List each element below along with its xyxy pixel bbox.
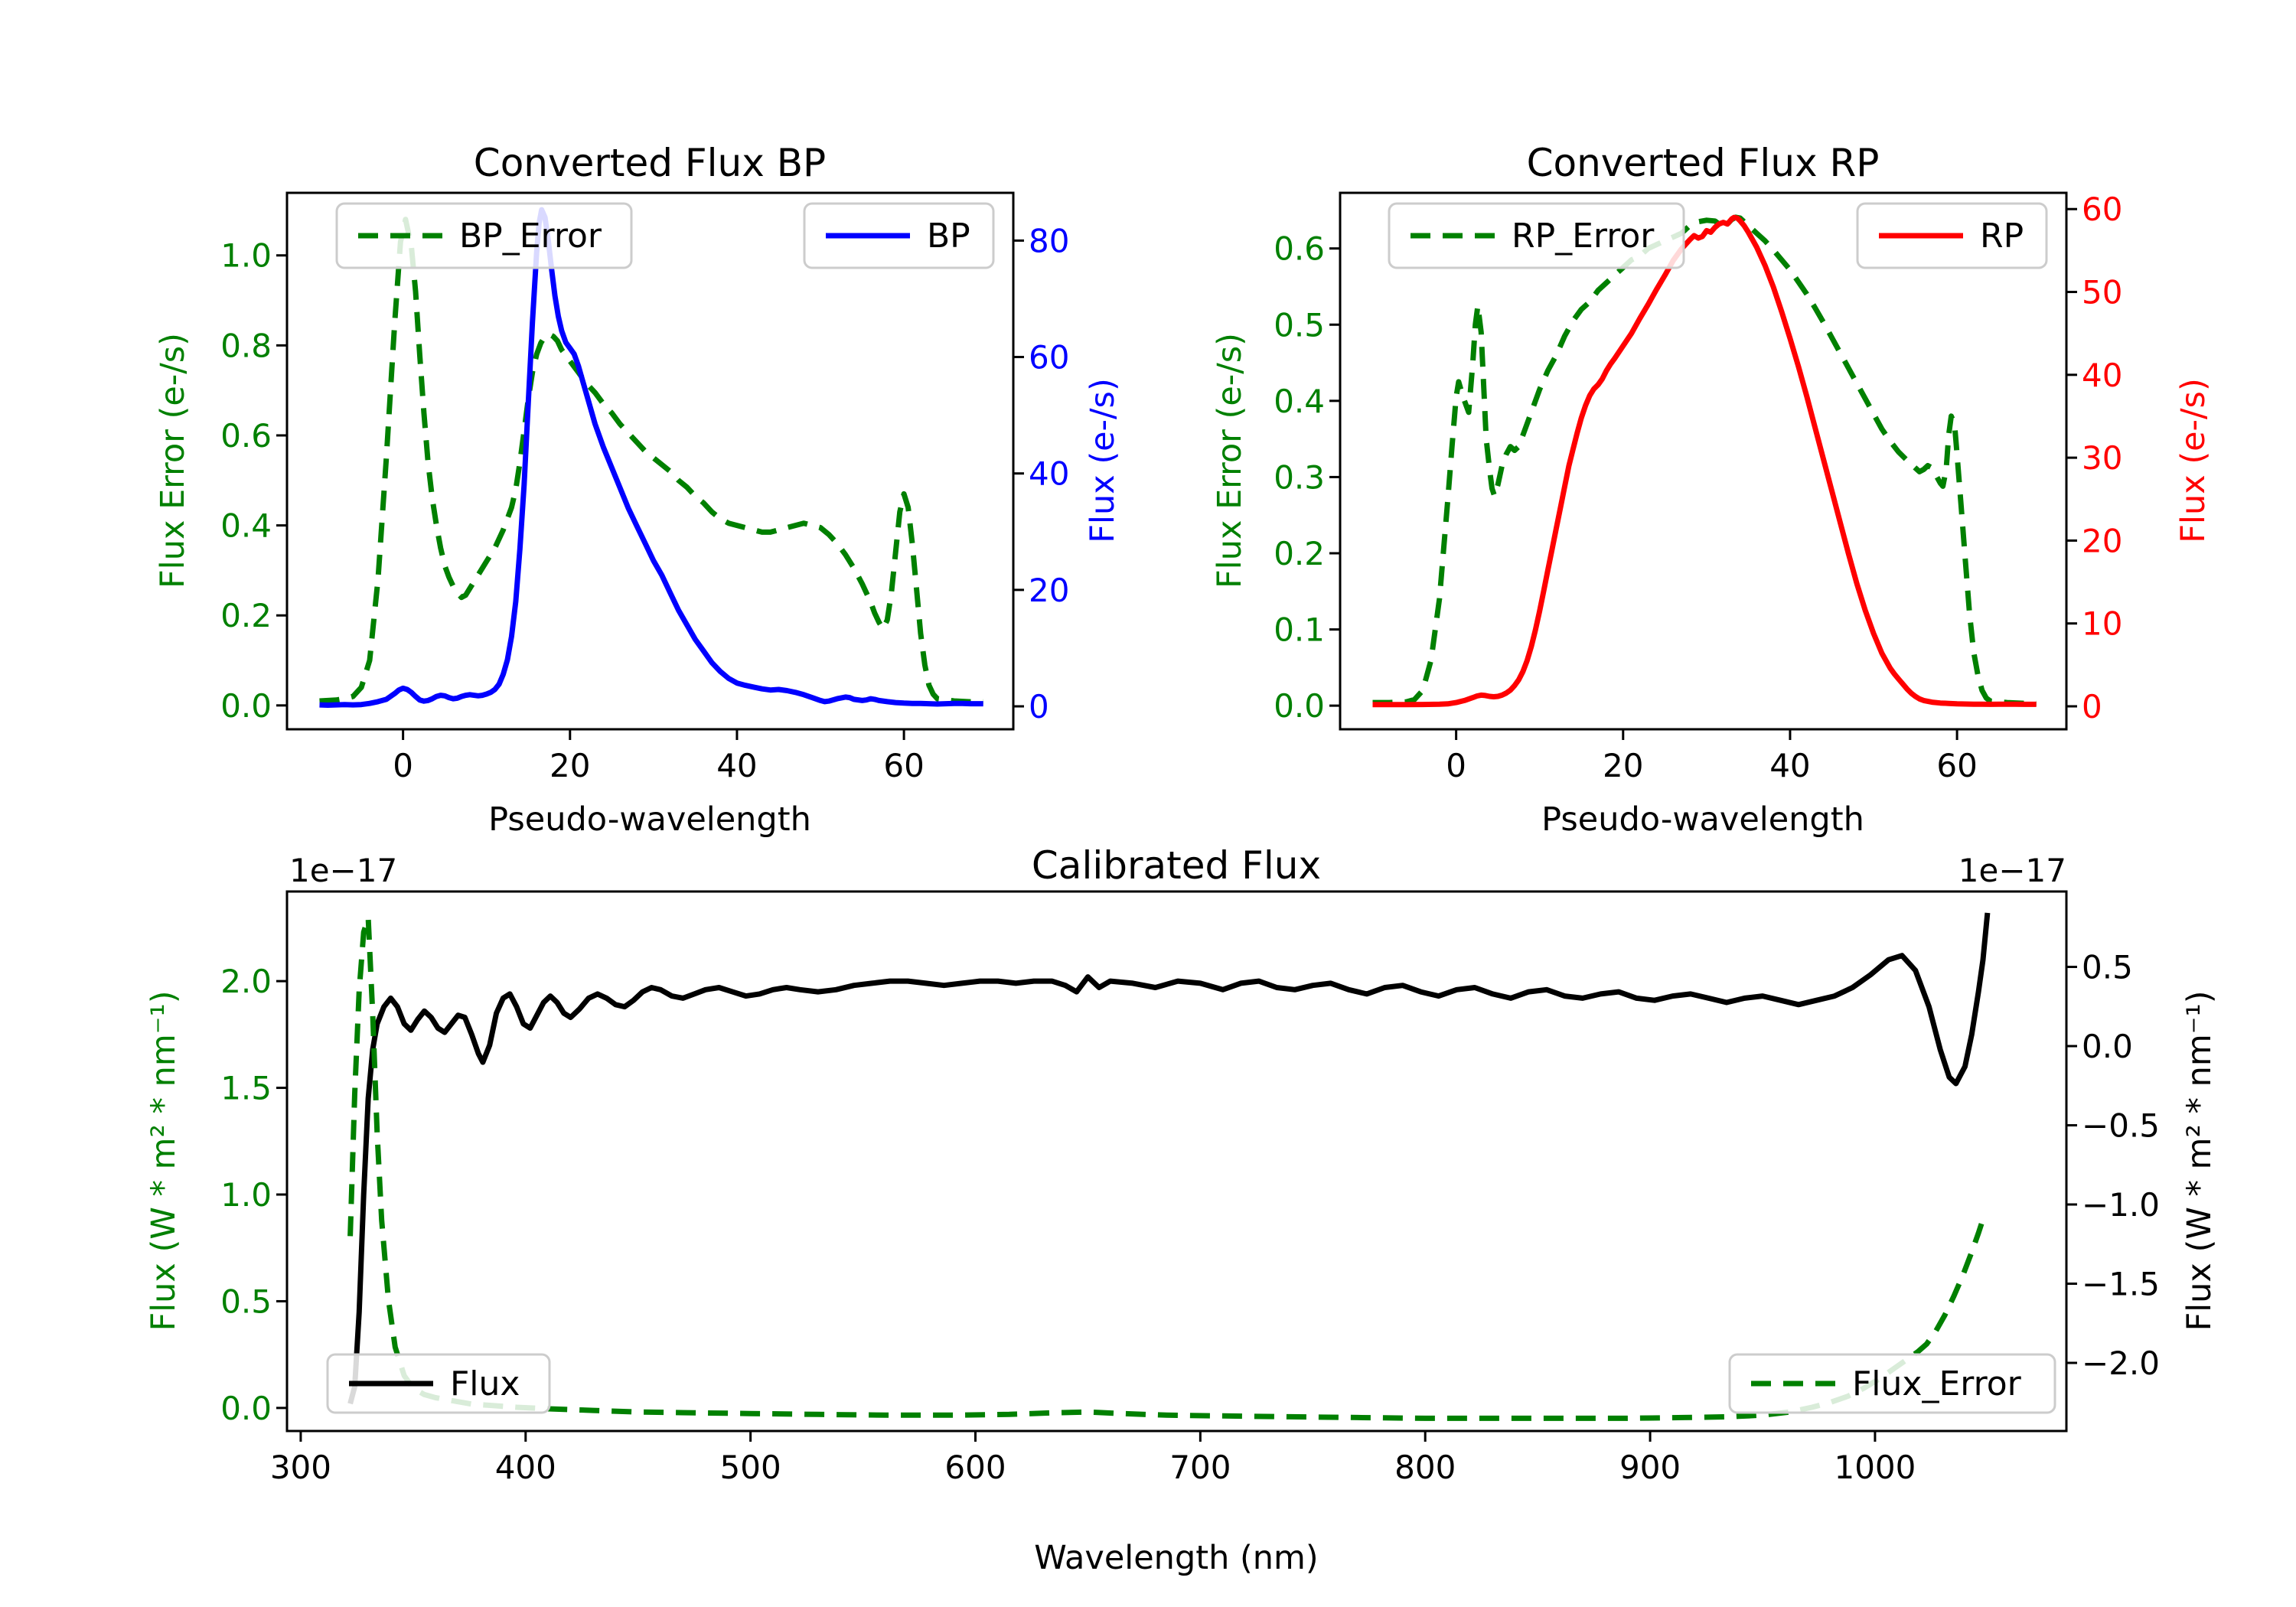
bp-error-line [319, 217, 983, 705]
x-tick-label: 0 [1446, 747, 1466, 784]
x-tick-label: 600 [944, 1449, 1006, 1486]
x-tick-label: 40 [1769, 747, 1810, 784]
series-group [319, 207, 983, 708]
legend-flux-error: Flux_Error [1728, 1353, 2056, 1414]
y-tick-label-left: 2.0 [220, 963, 272, 1000]
legend-label: BP [927, 217, 970, 256]
y-tick-label-left: 0.6 [220, 417, 272, 455]
y-axis-label-right: Flux (W * m² * nm⁻¹) [2180, 991, 2219, 1332]
y-tick-label-right: −1.0 [2082, 1186, 2160, 1224]
y-tick-label-left: 1.0 [220, 237, 272, 275]
y-axis-offset-right: 1e−17 [1958, 852, 2066, 889]
x-tick-label: 700 [1169, 1449, 1231, 1486]
y-tick-label-right: 80 [1029, 222, 1069, 259]
x-tick-label: 300 [270, 1449, 331, 1486]
x-axis-label: Wavelength (nm) [1034, 1539, 1318, 1577]
rp-line [1372, 214, 2037, 708]
y-tick-label-right: 30 [2082, 439, 2122, 477]
bp-line [319, 207, 983, 708]
x-axis-label: Pseudo-wavelength [1541, 800, 1864, 839]
y-tick-label-left: 1.5 [220, 1070, 272, 1107]
y-axis-label-left: Flux Error (e-/s) [1211, 333, 1249, 588]
y-tick-label-right: 50 [2082, 274, 2122, 311]
x-tick-label: 20 [550, 747, 590, 784]
x-tick-label: 400 [495, 1449, 556, 1486]
rp-error-line [1372, 214, 2037, 706]
y-tick-label-left: 0.0 [1274, 687, 1325, 725]
y-tick-label-right: 20 [1029, 572, 1069, 609]
y-tick-label-left: 0.5 [1274, 306, 1325, 344]
y-axis-label-right: Flux (e-/s) [2174, 378, 2213, 543]
legend-label: Flux [450, 1364, 520, 1403]
axes-frame [1339, 191, 2068, 731]
series-group [347, 912, 1991, 1421]
y-axis-label-left: Flux (W * m² * nm⁻¹) [145, 991, 183, 1332]
x-tick-label: 800 [1394, 1449, 1456, 1486]
y-axis-offset-left: 1e−17 [289, 852, 397, 889]
panel-title: Converted Flux BP [474, 141, 826, 185]
y-tick-label-left: 1.0 [220, 1176, 272, 1214]
x-tick-label: 1000 [1834, 1449, 1916, 1486]
legend-rp: RP [1856, 202, 2048, 269]
x-tick-label: 500 [720, 1449, 781, 1486]
y-tick-label-right: 0 [1029, 688, 1049, 725]
panel-title: Calibrated Flux [1032, 843, 1321, 888]
flux-line [347, 912, 1991, 1405]
x-tick-label: 60 [883, 747, 924, 784]
y-tick-label-left: 0.1 [1274, 611, 1325, 649]
y-tick-label-left: 0.0 [220, 687, 272, 725]
series-group [1372, 214, 2037, 708]
axes-frame [285, 191, 1015, 731]
y-tick-label-right: 40 [2082, 357, 2122, 394]
legend-bp: BP [803, 202, 995, 269]
y-tick-label-left: 0.2 [220, 597, 272, 634]
y-tick-label-right: 20 [2082, 522, 2122, 559]
y-tick-label-left: 0.6 [1274, 230, 1325, 268]
panel-title: Converted Flux RP [1527, 141, 1880, 185]
x-tick-label: 60 [1936, 747, 1977, 784]
y-tick-label-right: −2.0 [2082, 1345, 2160, 1382]
legend-label: RP [1980, 217, 2024, 256]
x-tick-label: 900 [1619, 1449, 1681, 1486]
legend-bp-error: BP_Error [335, 202, 633, 269]
y-tick-label-right: 0 [2082, 688, 2102, 725]
y-tick-label-left: 0.2 [1274, 535, 1325, 572]
y-axis-label-right: Flux (e-/s) [1084, 378, 1122, 543]
legend-rp-error: RP_Error [1388, 202, 1685, 269]
panel-calibrated-flux: Calibrated Flux 1e−17 1e−17 300 400 500 600… [145, 843, 2219, 1577]
legend-label: Flux_Error [1852, 1364, 2022, 1403]
y-tick-label-right: 0.0 [2082, 1028, 2133, 1065]
y-tick-label-left: 0.0 [220, 1390, 272, 1427]
y-tick-label-left: 0.3 [1274, 458, 1325, 496]
x-tick-label: 20 [1603, 747, 1643, 784]
y-tick-label-left: 0.4 [220, 507, 272, 545]
x-tick-label: 40 [716, 747, 757, 784]
y-tick-label-right: 40 [1029, 455, 1069, 493]
panel-converted-flux-rp: Converted Flux RP 0 20 40 60 0.0 0.1 0.2 0.3 0.4… [1211, 141, 2213, 839]
panel-converted-flux-bp: Converted Flux BP 0 20 40 60 0.0 0.2 0.4 0.6 0.8… [154, 141, 1122, 839]
x-tick-label: 0 [393, 747, 413, 784]
y-tick-label-right: 10 [2082, 605, 2122, 643]
y-axis-label-left: Flux Error (e-/s) [154, 333, 192, 588]
y-tick-label-left: 0.4 [1274, 383, 1325, 420]
legend-label: BP_Error [459, 217, 602, 256]
y-tick-label-right: 60 [2082, 191, 2122, 228]
y-tick-label-right: −0.5 [2082, 1107, 2160, 1145]
legend-label: RP_Error [1512, 217, 1655, 256]
y-tick-label-left: 0.5 [220, 1283, 272, 1320]
legend-flux: Flux [326, 1353, 551, 1414]
y-tick-label-right: −1.5 [2082, 1266, 2160, 1303]
y-tick-label-right: 0.5 [2082, 949, 2133, 986]
x-axis-label: Pseudo-wavelength [488, 800, 811, 839]
y-tick-label-left: 0.8 [220, 327, 272, 364]
axes-frame [285, 890, 2068, 1433]
y-tick-label-right: 60 [1029, 339, 1069, 376]
